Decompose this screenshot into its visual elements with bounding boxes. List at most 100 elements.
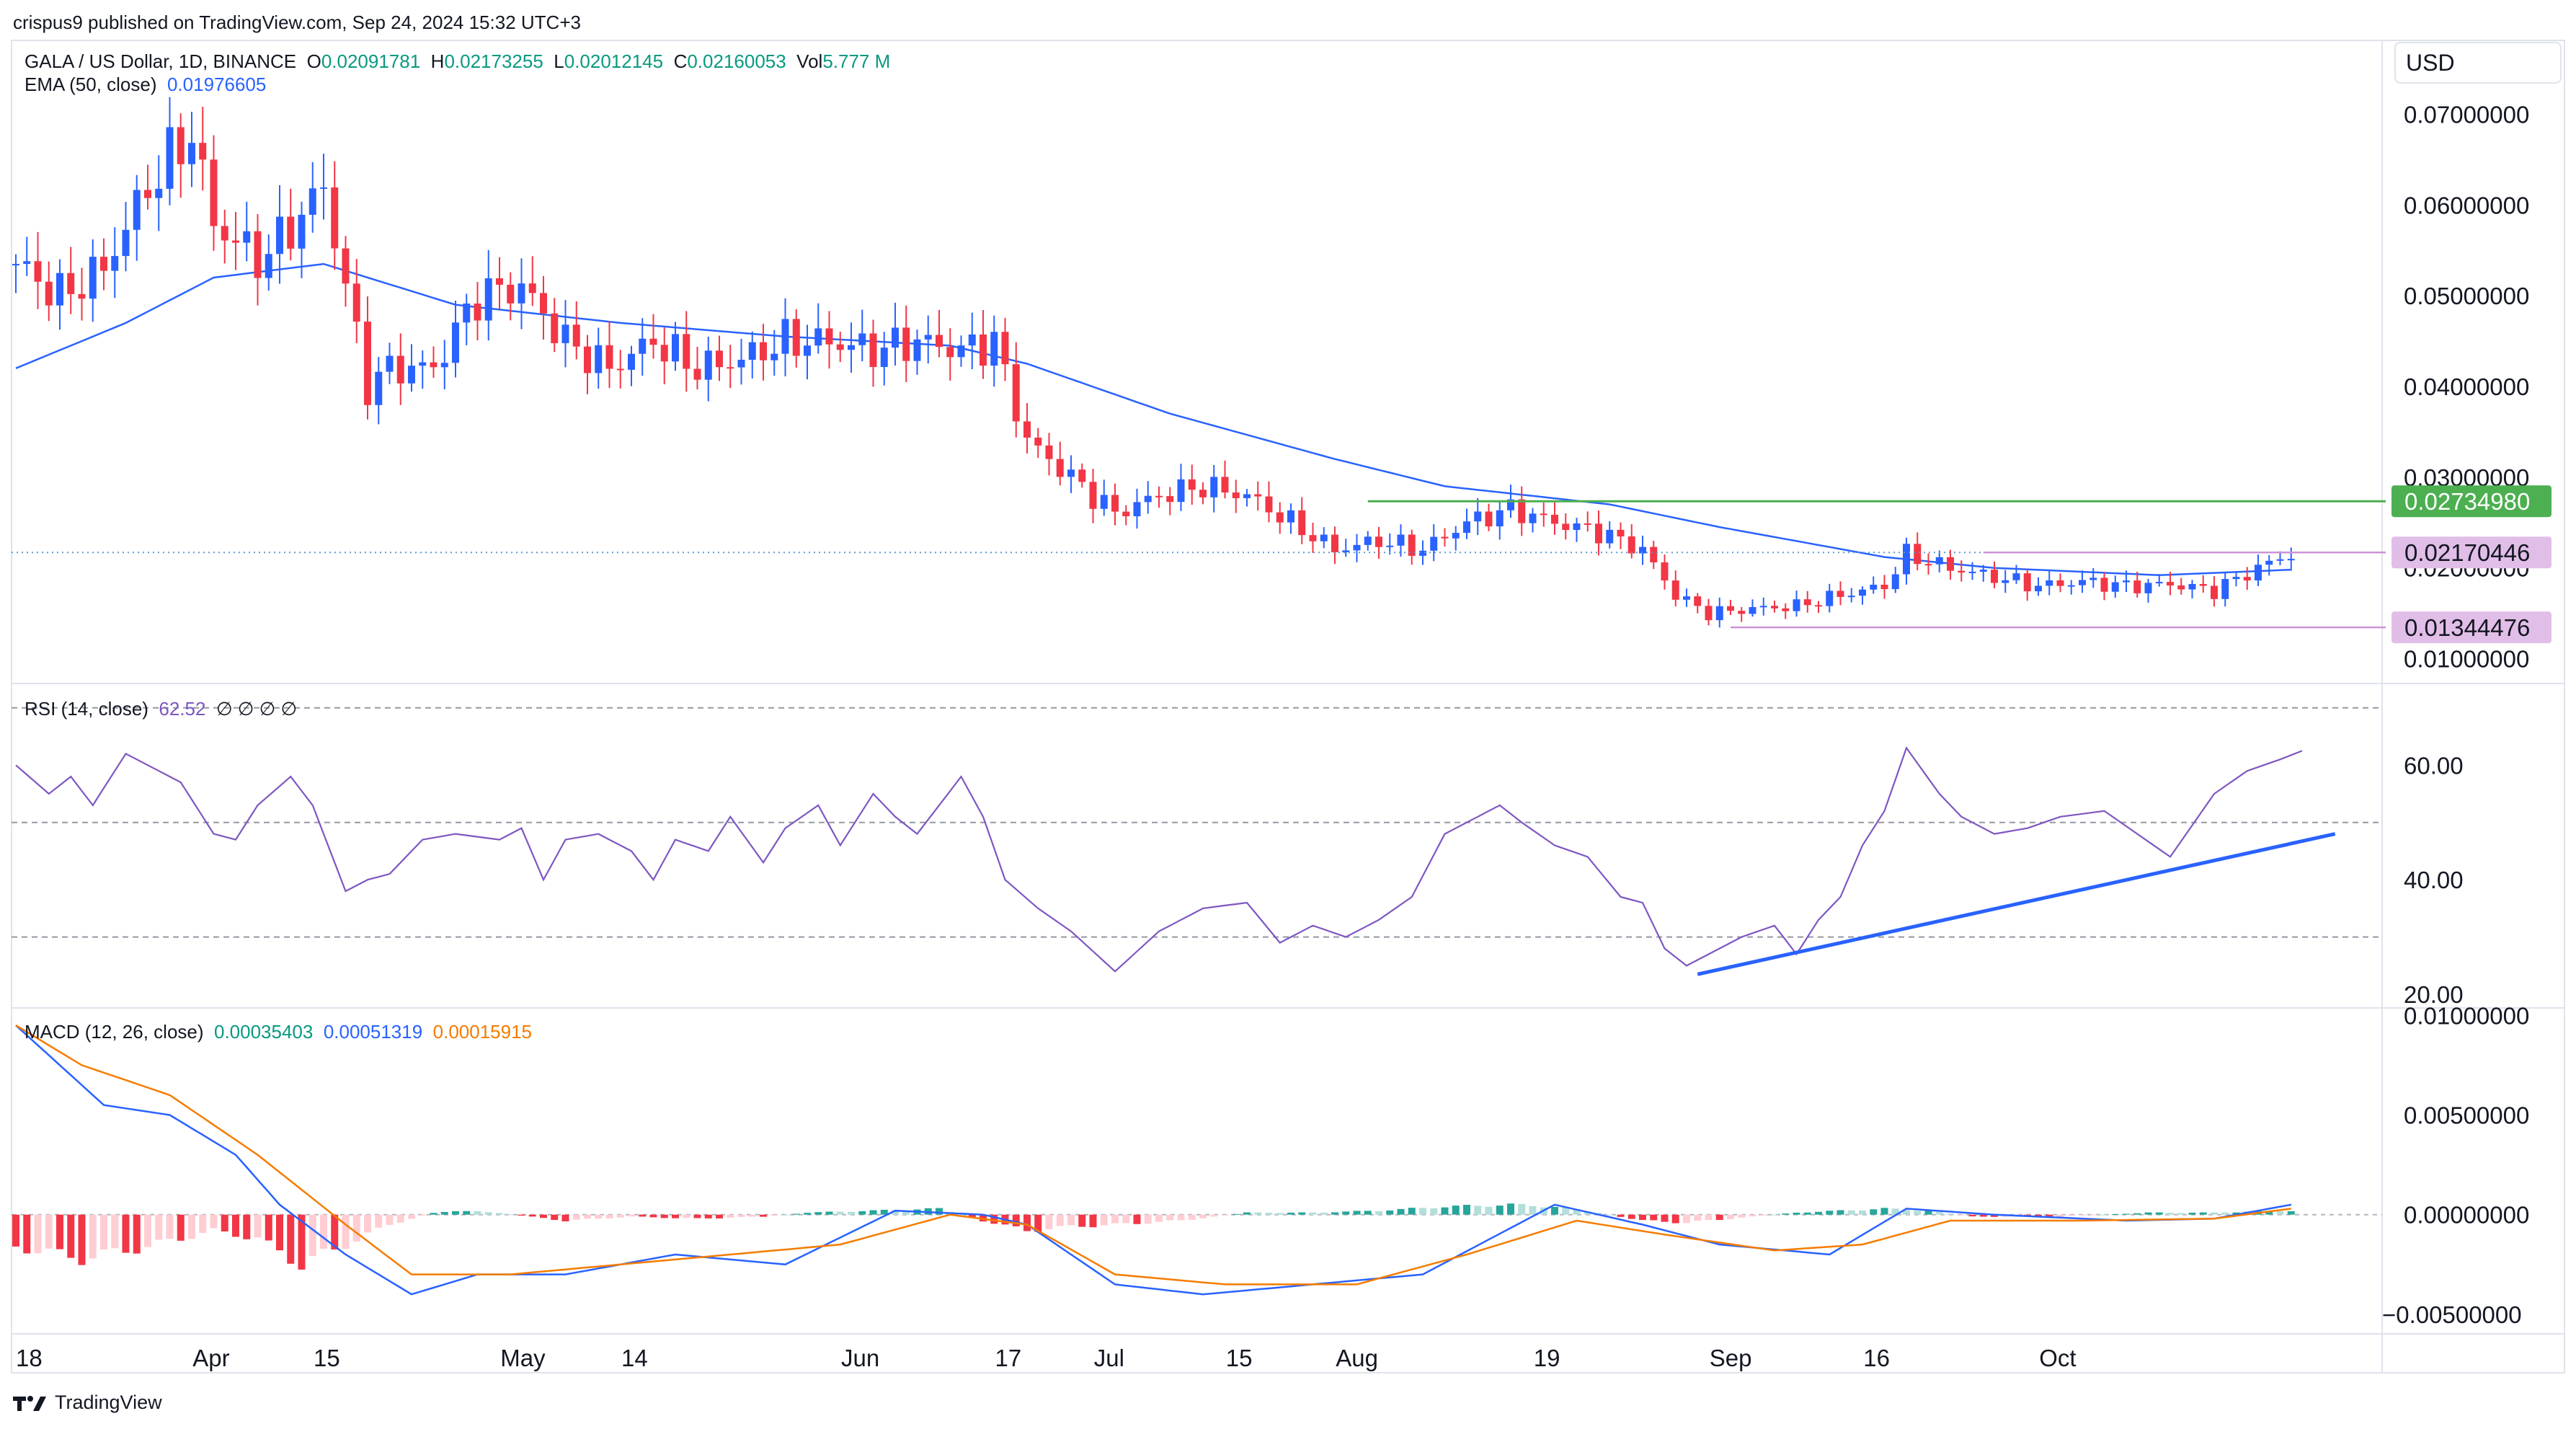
macd-hist-bar-11 (133, 1214, 141, 1254)
open-value: 0.02091781 (321, 50, 421, 72)
currency-selector[interactable]: USD (2394, 42, 2562, 84)
candle-body-176 (1947, 557, 1954, 571)
macd-hist-bar-169 (1870, 1209, 1878, 1215)
candle-body-83 (924, 335, 932, 340)
candle-body-180 (1991, 570, 1998, 583)
candle-body-134 (1485, 511, 1493, 527)
macd-hist-bar-167 (1847, 1210, 1855, 1215)
candle-body-94 (1045, 445, 1053, 459)
candle-body-31 (352, 283, 360, 322)
x-tick-5: Jun (841, 1345, 879, 1371)
symbol-name: GALA / US Dollar, 1D, BINANCE (25, 50, 297, 72)
candle-body-48 (540, 293, 547, 314)
macd-hist-bar-175 (1935, 1211, 1943, 1215)
candle-body-202 (2232, 577, 2240, 580)
macd-hist-bar-92 (1023, 1214, 1031, 1231)
candle-body-161 (1782, 608, 1790, 611)
macd-hist-bar-33 (375, 1214, 383, 1228)
candle-body-160 (1771, 606, 1778, 609)
macd-hist-bar-178 (1968, 1214, 1976, 1217)
macd-hist-bar-96 (1067, 1214, 1075, 1226)
candle-body-116 (1287, 510, 1294, 523)
candle-body-155 (1715, 606, 1723, 621)
x-tick-0: 18 (16, 1345, 43, 1371)
macd-hist-bar-61 (683, 1214, 690, 1218)
macd-hist-bar-157 (1738, 1214, 1746, 1218)
candle-body-14 (166, 127, 174, 189)
candle-body-194 (2144, 583, 2152, 593)
rsi-line (15, 746, 2303, 973)
candle-body-131 (1452, 533, 1460, 539)
ema-label: EMA (50, close) (25, 74, 157, 95)
candle-body-38 (430, 362, 438, 368)
macd-hist-bar-100 (1111, 1214, 1119, 1224)
candle-body-37 (419, 362, 427, 366)
macd-hist-bar-140 (1551, 1206, 1558, 1215)
macd-hist-bar-87 (968, 1214, 976, 1218)
macd-hist-bar-116 (1287, 1212, 1294, 1215)
macd-hist-bar-195 (2155, 1212, 2163, 1215)
candle-body-29 (331, 187, 339, 249)
candle-body-73 (814, 328, 822, 346)
macd-hist-bar-42 (474, 1211, 481, 1215)
support-price-label-bg (2391, 611, 2551, 644)
candle-body-99 (1100, 495, 1108, 509)
macd-hist-bar-201 (2221, 1212, 2229, 1215)
candle-body-122 (1353, 544, 1361, 551)
candle-body-182 (2012, 573, 2020, 580)
candle-body-41 (463, 303, 471, 323)
macd-hist-bar-73 (814, 1212, 822, 1215)
macd-hist-bar-63 (704, 1214, 712, 1218)
macd-series-signal (15, 1025, 2291, 1286)
macd-hist-bar-106 (1177, 1214, 1185, 1221)
candle-body-140 (1551, 514, 1558, 524)
candle-body-162 (1793, 599, 1800, 611)
rsi-extras: ∅ ∅ ∅ ∅ (216, 698, 298, 720)
x-tick-7: Jul (1094, 1345, 1124, 1371)
candle-body-164 (1815, 605, 1822, 607)
macd-hist-bar-174 (1924, 1211, 1932, 1215)
macd-hist-bar-137 (1518, 1203, 1526, 1215)
macd-hist-bar-30 (342, 1214, 350, 1249)
candle-body-128 (1419, 550, 1426, 556)
macd-hist-bar-81 (902, 1210, 910, 1215)
macd-hist-bar-193 (2133, 1213, 2141, 1215)
candle-body-22 (254, 231, 262, 278)
macd-hist-bar-114 (1265, 1213, 1273, 1215)
candle-body-167 (1847, 596, 1855, 598)
rsi-value: 62.52 (159, 698, 206, 720)
macd-hist-bar-99 (1100, 1214, 1108, 1226)
candle-body-0 (12, 264, 19, 266)
candle-body-108 (1199, 490, 1207, 497)
macd-hist-bar-179 (1979, 1214, 1987, 1217)
macd-hist-bar-86 (957, 1214, 965, 1216)
candle-body-98 (1089, 482, 1097, 509)
candle-body-175 (1935, 557, 1943, 565)
candle-body-138 (1529, 513, 1537, 523)
x-tick-1: Apr (192, 1345, 229, 1371)
candle-body-47 (528, 283, 536, 293)
candle-body-40 (452, 322, 459, 363)
macd-hist-bar-9 (111, 1214, 119, 1249)
candle-body-185 (2046, 580, 2053, 586)
macd-hist-bar-77 (858, 1211, 866, 1215)
macd-hist-bar-57 (639, 1214, 647, 1217)
tradingview-brand[interactable]: TradingView (13, 1392, 162, 1414)
macd-hist-bar-173 (1914, 1211, 1922, 1215)
macd-hist-bar-12 (144, 1214, 151, 1247)
candle-body-75 (836, 344, 844, 350)
candle-body-96 (1067, 469, 1075, 477)
candle-body-206 (2276, 559, 2284, 561)
macd-hist-bar-48 (540, 1214, 547, 1218)
macd-hist-bar-141 (1562, 1207, 1570, 1215)
macd-hist-bar-132 (1463, 1205, 1470, 1215)
candle-body-49 (551, 313, 559, 343)
candle-body-11 (133, 190, 141, 230)
rsi-y-tick-0: 60.00 (2404, 752, 2464, 779)
resistance-price-label-bg (2391, 485, 2551, 518)
macd-hist-bar-16 (188, 1214, 195, 1239)
candle-body-178 (1968, 571, 1976, 573)
macd-hist-bar-151 (1671, 1214, 1679, 1224)
macd-hist-bar-93 (1034, 1214, 1042, 1232)
